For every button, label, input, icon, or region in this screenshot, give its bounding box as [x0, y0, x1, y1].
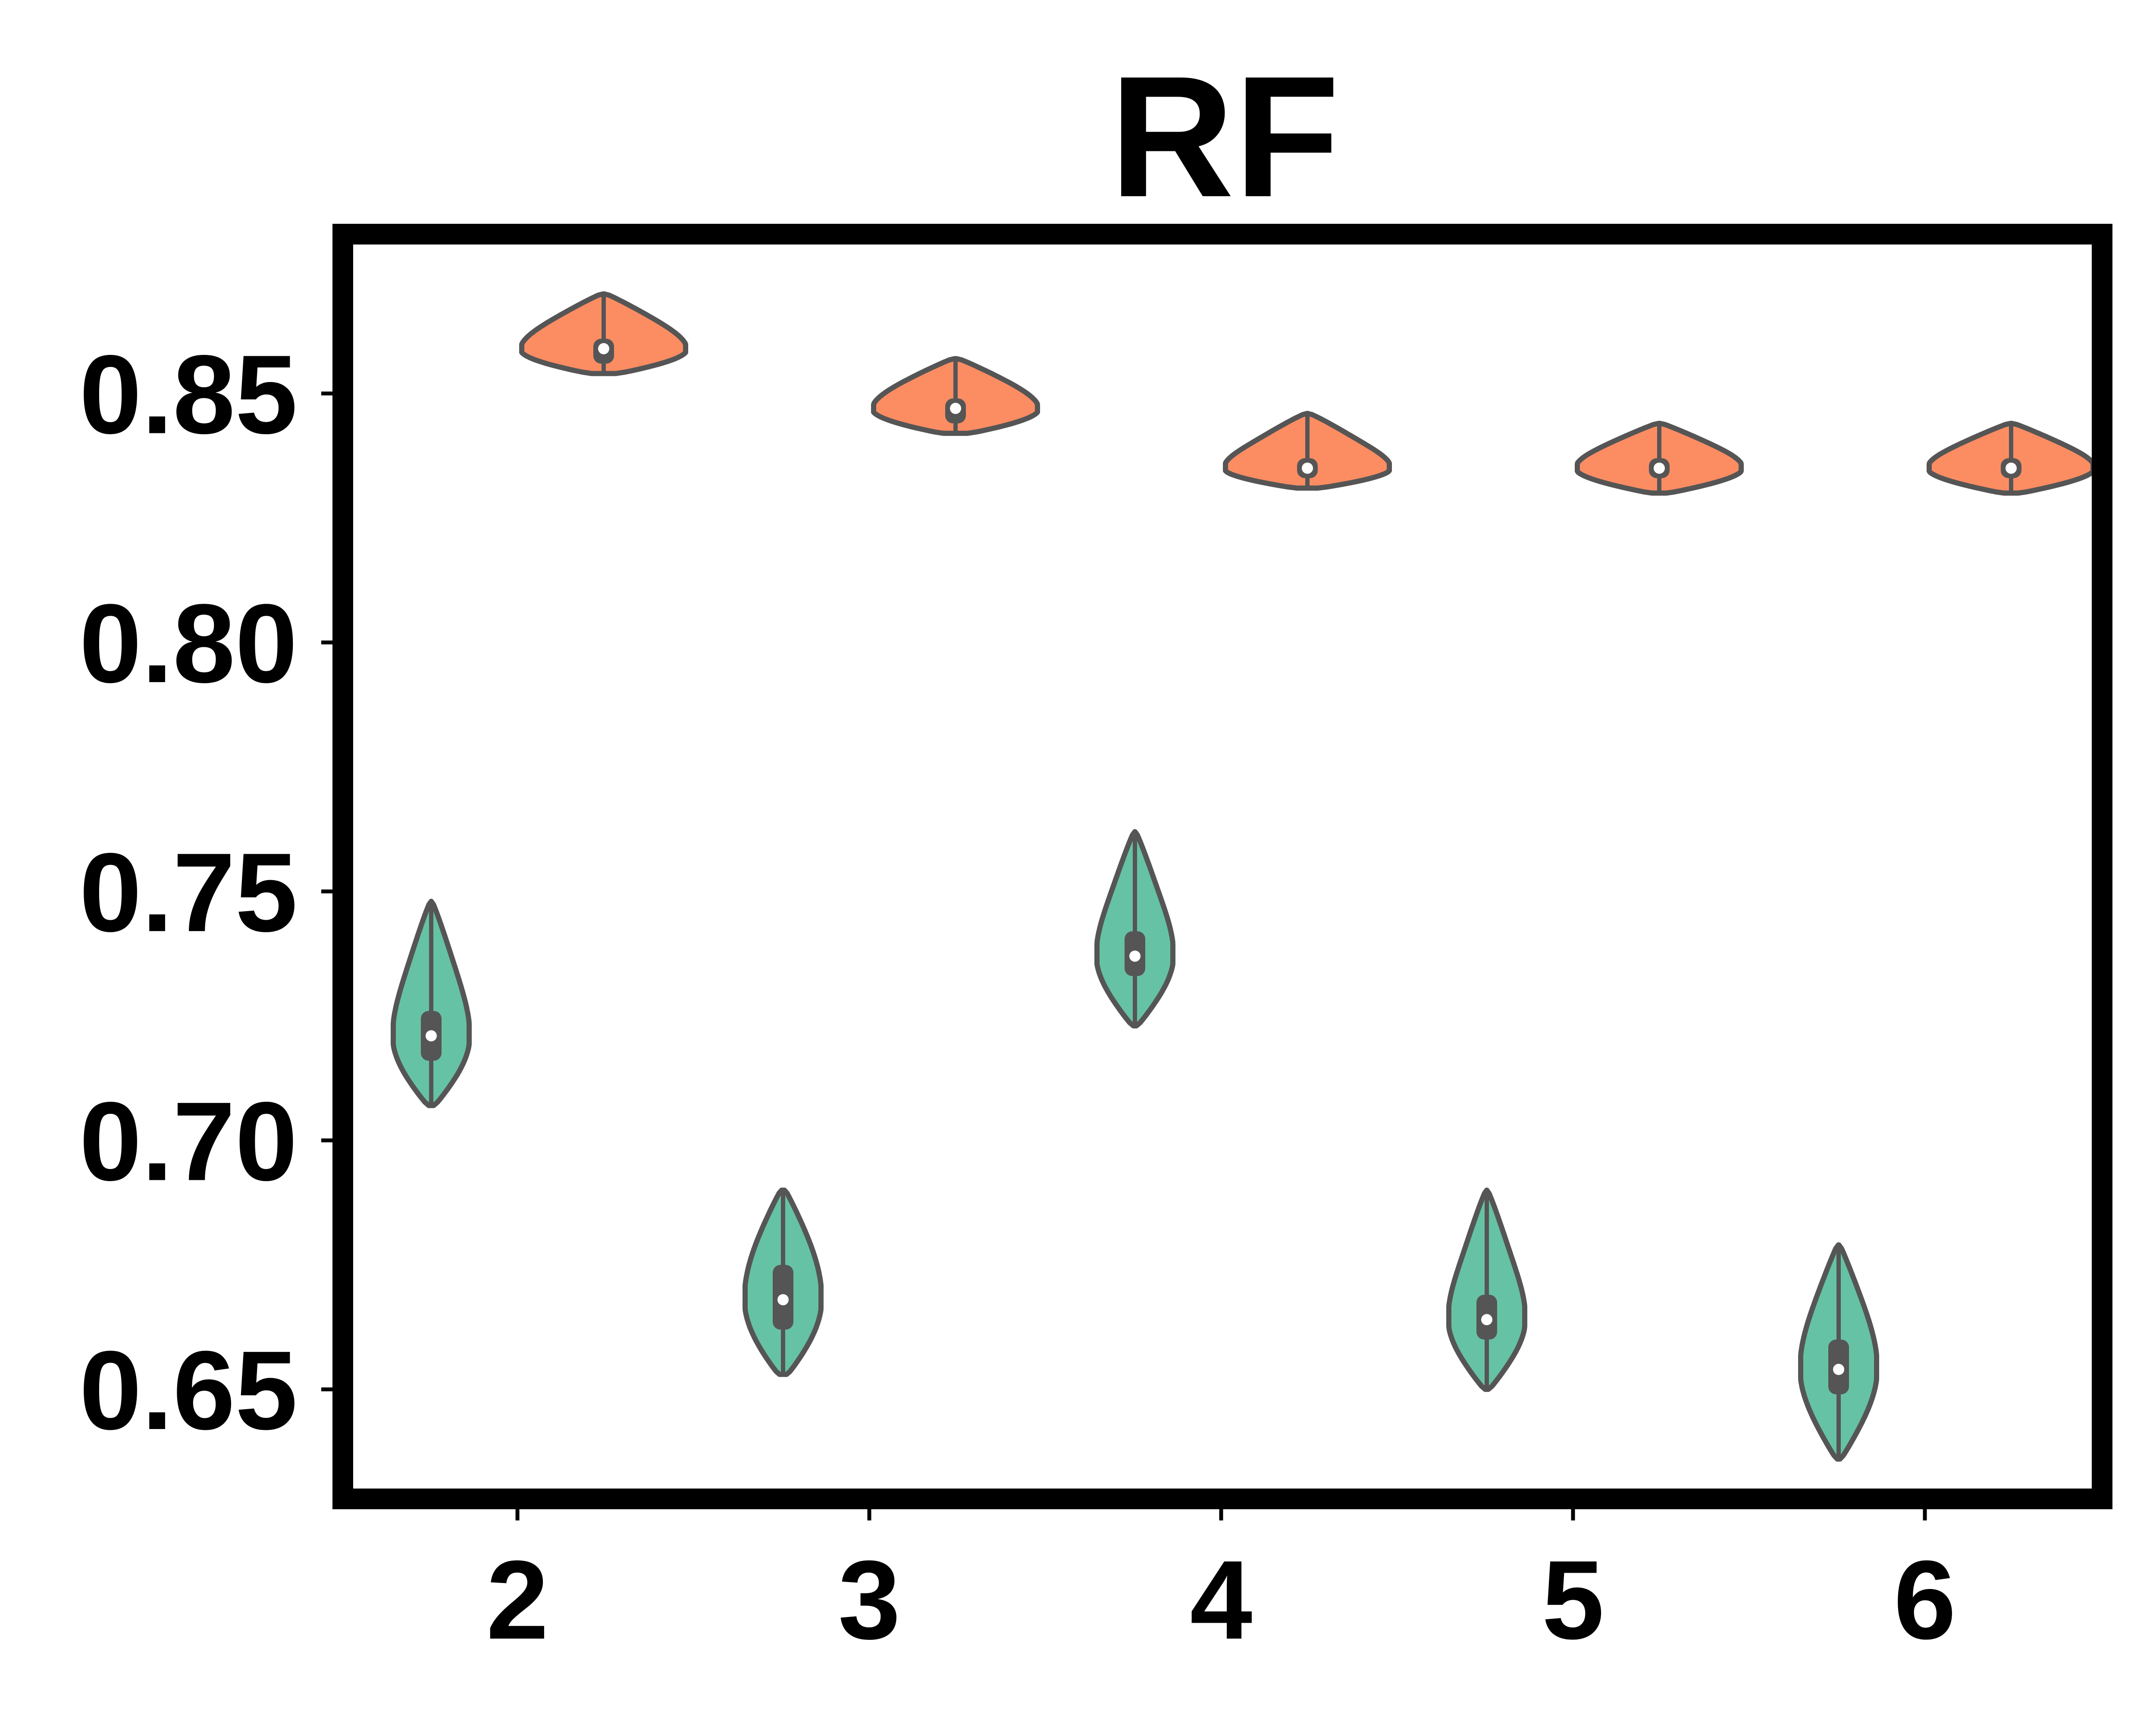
x-tick-label: 6: [1894, 1538, 1956, 1663]
plot-frame: [332, 224, 2112, 1509]
y-tick-label: 0.85: [79, 332, 298, 458]
y-axis: 0.65 0.70 0.75 0.80 0.85: [79, 332, 332, 1453]
x-tick-label: 5: [1542, 1538, 1604, 1663]
violin-median-point: [1129, 950, 1141, 962]
violin-median-point: [1833, 1363, 1844, 1375]
violin-median-point: [426, 1030, 437, 1042]
violin-median-point: [950, 403, 961, 414]
chart-title: RF: [1109, 40, 1339, 233]
x-tick-label: 2: [486, 1538, 549, 1663]
violin-median-point: [598, 343, 609, 354]
y-tick-label: 0.70: [79, 1079, 298, 1204]
x-tick-label: 3: [838, 1538, 901, 1663]
violin-median-point: [2006, 462, 2017, 474]
y-tick-label: 0.80: [79, 581, 298, 706]
x-axis: 2 3 4 5 6: [486, 1509, 1956, 1663]
violin-median-point: [777, 1294, 789, 1306]
violin-median-point: [1654, 462, 1665, 474]
x-tick-label: 4: [1190, 1538, 1253, 1663]
violin-layer: [391, 291, 2096, 1462]
y-tick-label: 0.75: [79, 830, 298, 955]
violin-median-point: [1302, 462, 1313, 474]
y-tick-label: 0.65: [79, 1328, 298, 1453]
violin-median-point: [1481, 1314, 1492, 1326]
